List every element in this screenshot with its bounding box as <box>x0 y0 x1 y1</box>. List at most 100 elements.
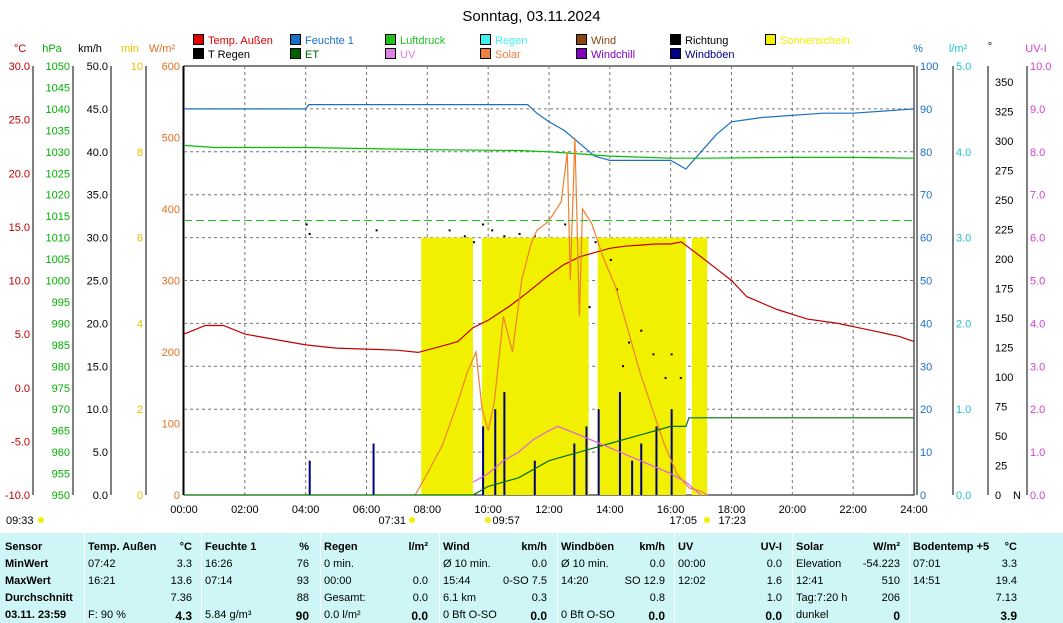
panel-soil-row-value: 3.3 <box>1001 558 1017 570</box>
y-tick-press: 1050 <box>46 61 70 73</box>
legend-item: T Regen <box>193 48 250 61</box>
panel-gust-row-label: 0 Bft O-SO <box>561 609 615 621</box>
axis-unit-hum: % <box>913 43 923 55</box>
gust-bar <box>308 460 311 495</box>
y-tick-temp: 15.0 <box>9 222 30 234</box>
y-tick-rain: 3.0 <box>956 233 971 245</box>
marker-dot <box>38 517 44 523</box>
x-tick-label: 06:00 <box>353 504 381 516</box>
direction-dot <box>564 223 567 226</box>
axis-unit-rain: l/m² <box>949 43 968 55</box>
panel-soil-row-label: 07:01 <box>913 558 941 570</box>
panel-temp-row-label: F: 90 % <box>88 609 126 621</box>
y-tick-hum: 100 <box>920 61 938 73</box>
direction-dot <box>628 341 631 344</box>
direction-dot <box>491 229 494 232</box>
legend-item: Temp. Außen <box>193 34 273 47</box>
panel-solar-row-value: 0 <box>893 609 900 623</box>
y-tick-solar: 100 <box>162 419 180 431</box>
panel-wind-row-label: Ø 10 min. <box>443 558 491 570</box>
y-tick-press: 960 <box>52 447 70 459</box>
panel-solar: Solar W/m² Elevation -54.223 12:41 510 Tag:7:2… <box>796 533 908 623</box>
panel-hum-unit: % <box>299 541 309 553</box>
series-line-feuchte-1 <box>184 103 915 170</box>
marker-label: 09:57 <box>492 515 520 527</box>
panel-soil-row-value: 7.13 <box>995 592 1017 604</box>
panel-wind-row-value: 0.0 <box>531 558 547 570</box>
legend-swatch <box>576 48 587 59</box>
y-tick-press: 965 <box>52 426 70 438</box>
marker-dot <box>409 517 415 523</box>
y-tick-solar: 200 <box>162 347 180 359</box>
panel-wind-unit: km/h <box>521 541 547 553</box>
y-tick-uv: 7.0 <box>1030 190 1045 202</box>
y-tick-wind: 10.0 <box>87 404 108 416</box>
y-tick-uv: 3.0 <box>1030 361 1045 373</box>
panel-temp-row-label: 07:42 <box>88 558 116 570</box>
y-tick-press: 1020 <box>46 190 70 202</box>
panel-rain-row-label: 0 min. <box>324 558 354 570</box>
y-tick-dir: 50 <box>995 431 1007 443</box>
y-tick-minutes: 10 <box>131 61 143 73</box>
y-tick-dir: 200 <box>995 254 1013 266</box>
y-tick-hum: 40 <box>920 318 932 330</box>
axis-unit-minutes: min <box>121 43 139 55</box>
gust-bar <box>618 392 621 495</box>
y-tick-press: 970 <box>52 404 70 416</box>
y-tick-rain: 2.0 <box>956 318 971 330</box>
panel-soil-row-value: 19.4 <box>995 575 1017 587</box>
direction-dot <box>518 232 521 235</box>
direction-dot <box>448 229 451 232</box>
direction-dot <box>609 258 612 261</box>
panel-gust-header: Windböen <box>561 541 615 553</box>
marker-dot <box>485 517 491 523</box>
gust-bar <box>372 443 375 495</box>
axis-unit-dir: ° <box>988 41 992 53</box>
y-tick-dir: 100 <box>995 372 1013 384</box>
gust-bar <box>482 426 485 495</box>
y-tick-uv: 10.0 <box>1030 61 1051 73</box>
legend-swatch <box>193 34 204 45</box>
legend-swatch <box>385 34 396 45</box>
y-tick-hum: 70 <box>920 190 932 202</box>
marker-label: 07:31 <box>378 515 406 527</box>
series-line-uv <box>472 425 702 496</box>
panel-sensor: Sensor MinWert MaxWert Durchschnitt 03.1… <box>5 533 85 623</box>
y-tick-temp: -5.0 <box>11 436 30 448</box>
legend-label: Temp. Außen <box>208 35 273 47</box>
panel-divider <box>557 533 558 623</box>
gust-bar <box>494 409 497 495</box>
gust-bar <box>640 443 643 495</box>
x-tick-label: 00:00 <box>170 504 198 516</box>
panel-wind-row-label: 15:44 <box>443 575 471 587</box>
y-tick-wind: 5.0 <box>93 447 108 459</box>
legend-label: T Regen <box>208 49 250 61</box>
y-tick-dir: 275 <box>995 165 1013 177</box>
direction-dot <box>375 229 378 232</box>
y-tick-minutes: 8 <box>137 147 143 159</box>
y-tick-temp: 10.0 <box>9 276 30 288</box>
y-tick-press: 955 <box>52 469 70 481</box>
panel-rain-header: Regen <box>324 541 358 553</box>
y-tick-dir: 350 <box>995 77 1013 89</box>
legend-swatch <box>765 34 776 45</box>
panel-temp-row-value: 3.3 <box>176 558 192 570</box>
y-tick-press: 1025 <box>46 168 70 180</box>
legend-swatch <box>480 48 491 59</box>
y-tick-hum: 0 <box>920 490 926 502</box>
panel-hum-row-value: 93 <box>296 575 309 587</box>
panel-wind-header: Wind <box>443 541 470 553</box>
legend-item: Windchill <box>576 48 635 61</box>
legend-label: ET <box>305 49 320 61</box>
legend-label: Luftdruck <box>400 35 446 47</box>
x-tick-label: 04:00 <box>292 504 320 516</box>
panel-hum-row-value: 88 <box>296 592 309 604</box>
y-tick-press: 1010 <box>46 233 70 245</box>
legend-label: Solar <box>495 49 521 61</box>
y-tick-temp: 25.0 <box>9 115 30 127</box>
y-tick-wind: 15.0 <box>87 361 108 373</box>
y-tick-press: 1030 <box>46 147 70 159</box>
axis-unit-solar: W/m² <box>149 43 176 55</box>
panel-soil-row-value: 3.9 <box>1000 609 1017 623</box>
y-tick-solar: 500 <box>162 133 180 145</box>
